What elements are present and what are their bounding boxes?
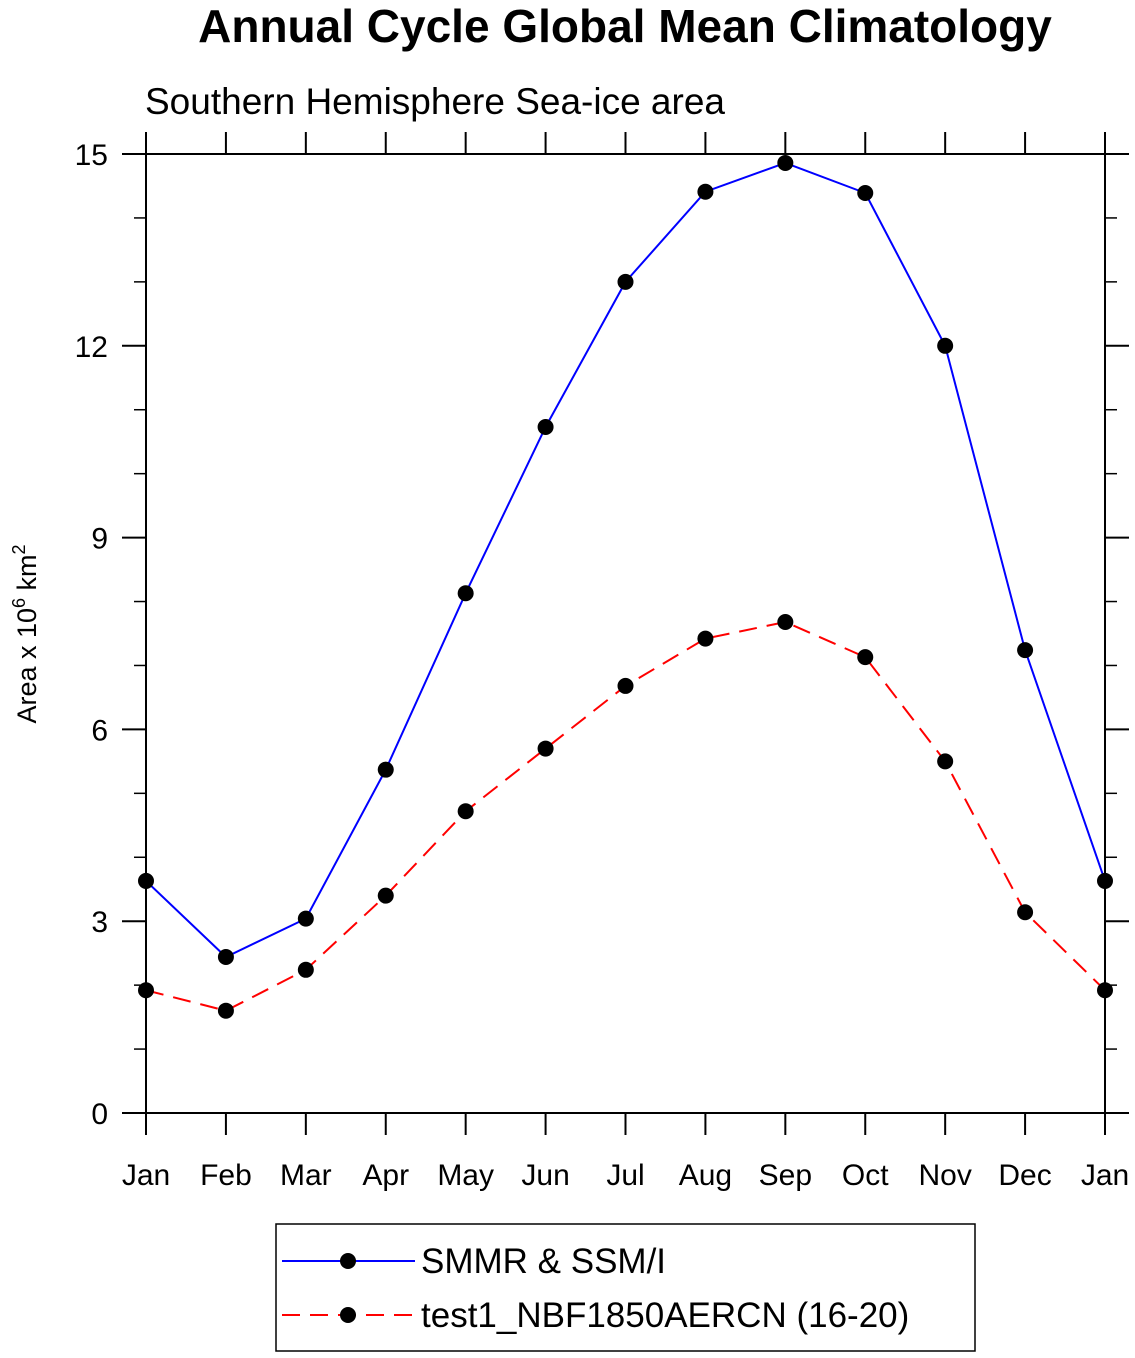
y-tick-label: 3	[91, 906, 108, 939]
y-axis-label-prefix: Area x 10	[12, 608, 42, 724]
x-tick-label: Nov	[918, 1159, 971, 1192]
data-point	[1097, 872, 1113, 889]
chart-title: Annual Cycle Global Mean Climatology	[198, 0, 1052, 52]
data-point	[697, 183, 714, 200]
y-axis-label: Area x 106 km2	[9, 544, 42, 723]
data-point	[777, 613, 794, 630]
x-tick-label: Dec	[998, 1159, 1051, 1192]
series-1	[138, 154, 1113, 966]
x-tick-label: Jan	[1081, 1159, 1129, 1192]
data-point	[777, 154, 794, 171]
plot-frame	[145, 153, 1106, 1114]
legend-label: test1_NBF1850AERCN (16-20)	[421, 1296, 909, 1335]
data-point	[937, 753, 954, 770]
y-axis-label-text: Area x 106 km2	[9, 544, 42, 723]
data-point	[457, 803, 474, 820]
data-point	[857, 184, 874, 201]
data-point	[297, 961, 314, 978]
y-tick-label: 9	[91, 523, 108, 556]
legend-marker	[340, 1307, 356, 1323]
data-point	[297, 910, 314, 927]
legend: SMMR & SSM/I test1_NBF1850AERCN (16-20)	[275, 1223, 976, 1352]
x-tick-label: Oct	[842, 1159, 889, 1192]
data-point	[138, 872, 154, 889]
data-point	[537, 740, 554, 757]
x-tick-label: Jan	[122, 1159, 170, 1192]
data-point	[377, 887, 394, 904]
data-point	[138, 982, 154, 999]
data-point	[1017, 904, 1034, 921]
legend-label: SMMR & SSM/I	[421, 1242, 666, 1281]
data-point	[217, 1002, 234, 1019]
data-point	[1097, 982, 1113, 999]
y-axis-label-unit: km	[12, 554, 42, 598]
data-point	[857, 649, 874, 666]
data-point	[377, 761, 394, 778]
series-layer	[138, 154, 1113, 1019]
legend-box	[275, 1223, 976, 1352]
x-tick-label: Feb	[200, 1159, 252, 1192]
x-tick-label: Mar	[280, 1159, 332, 1192]
y-tick-label: 15	[75, 139, 108, 172]
data-point	[217, 949, 234, 966]
x-tick-label: Jul	[606, 1159, 644, 1192]
y-tick-label: 6	[91, 714, 108, 747]
series-2	[138, 613, 1113, 1019]
data-point	[537, 418, 554, 435]
x-tick-label: Aug	[679, 1159, 732, 1192]
data-point	[937, 337, 954, 354]
y-axis-label-exponent-2: 2	[9, 544, 29, 554]
plot-axes: Jan Feb Mar Apr May Jun Jul Aug Sep Oct Nov Dec Jan 0…	[75, 132, 1129, 1192]
legend-marker	[340, 1253, 356, 1269]
y-axis-label-exponent-1: 6	[9, 598, 29, 608]
data-point	[697, 630, 714, 647]
chart-subtitle: Southern Hemisphere Sea-ice area	[145, 81, 725, 122]
x-tick-label: Apr	[362, 1159, 409, 1192]
y-tick-label: 12	[75, 331, 108, 364]
x-tick-label: May	[437, 1159, 494, 1192]
x-tick-label: Sep	[759, 1159, 812, 1192]
data-point	[617, 273, 634, 290]
y-tick-label: 0	[91, 1098, 108, 1131]
data-point	[617, 677, 634, 694]
data-point	[1017, 642, 1034, 659]
x-tick-label: Jun	[521, 1159, 569, 1192]
data-point	[457, 585, 474, 602]
